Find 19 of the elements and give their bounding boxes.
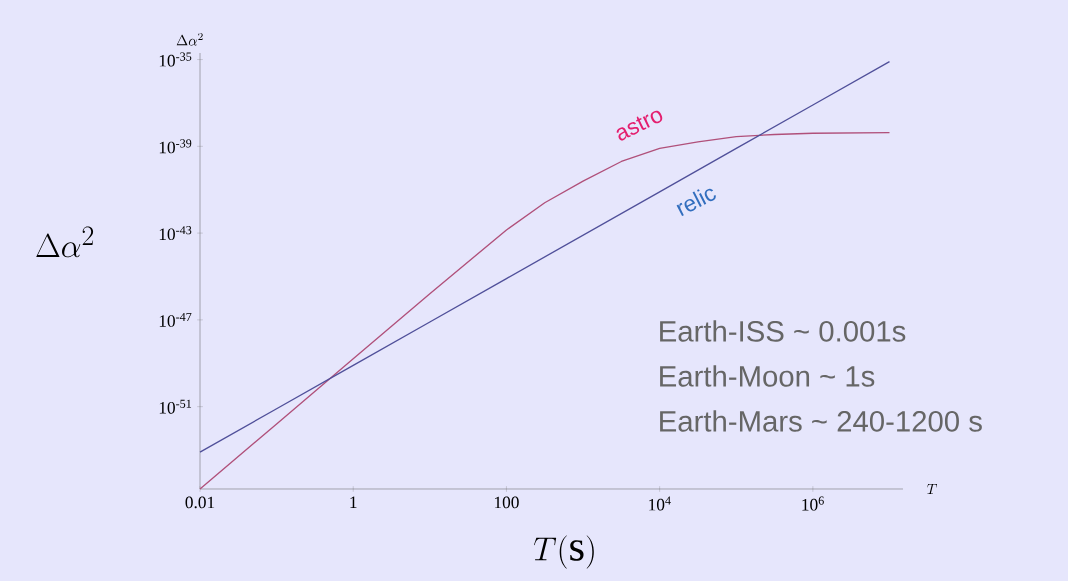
text: astro	[616, 110, 663, 141]
annotation: Earth-ISS ~ 0.001s	[660, 320, 906, 342]
annotation: Earth-Mars ~ 240-1200 s	[660, 410, 982, 432]
annotation: Earth-Moon ~ 1s	[660, 365, 875, 387]
y-tick-label: 10$^{-35}$	[159, 52, 192, 67]
x-tick-label: 1	[350, 496, 357, 508]
y-tick-label: 10$^{-43}$	[159, 226, 192, 241]
y-tick-label: 10$^{-39}$	[159, 139, 192, 154]
x-tick-label: 10$^{4}$	[649, 496, 671, 511]
x-tick-label: 100	[494, 496, 519, 509]
x-tick-label: 10$^{6}$	[802, 496, 824, 511]
text: relic	[676, 188, 716, 217]
text: $\Delta\alpha^2$	[176, 32, 203, 46]
y-tick-label: 10$^{-51}$	[159, 399, 192, 414]
y-axis-title: $\Delta\alpha^2$	[36, 226, 94, 258]
text: $T$	[927, 484, 937, 494]
x-tick-label: 0.01	[185, 496, 215, 509]
y-tick-label: 10$^{-47}$	[159, 312, 192, 327]
x-axis-title: $T(\mathrm{s})$	[533, 535, 594, 569]
